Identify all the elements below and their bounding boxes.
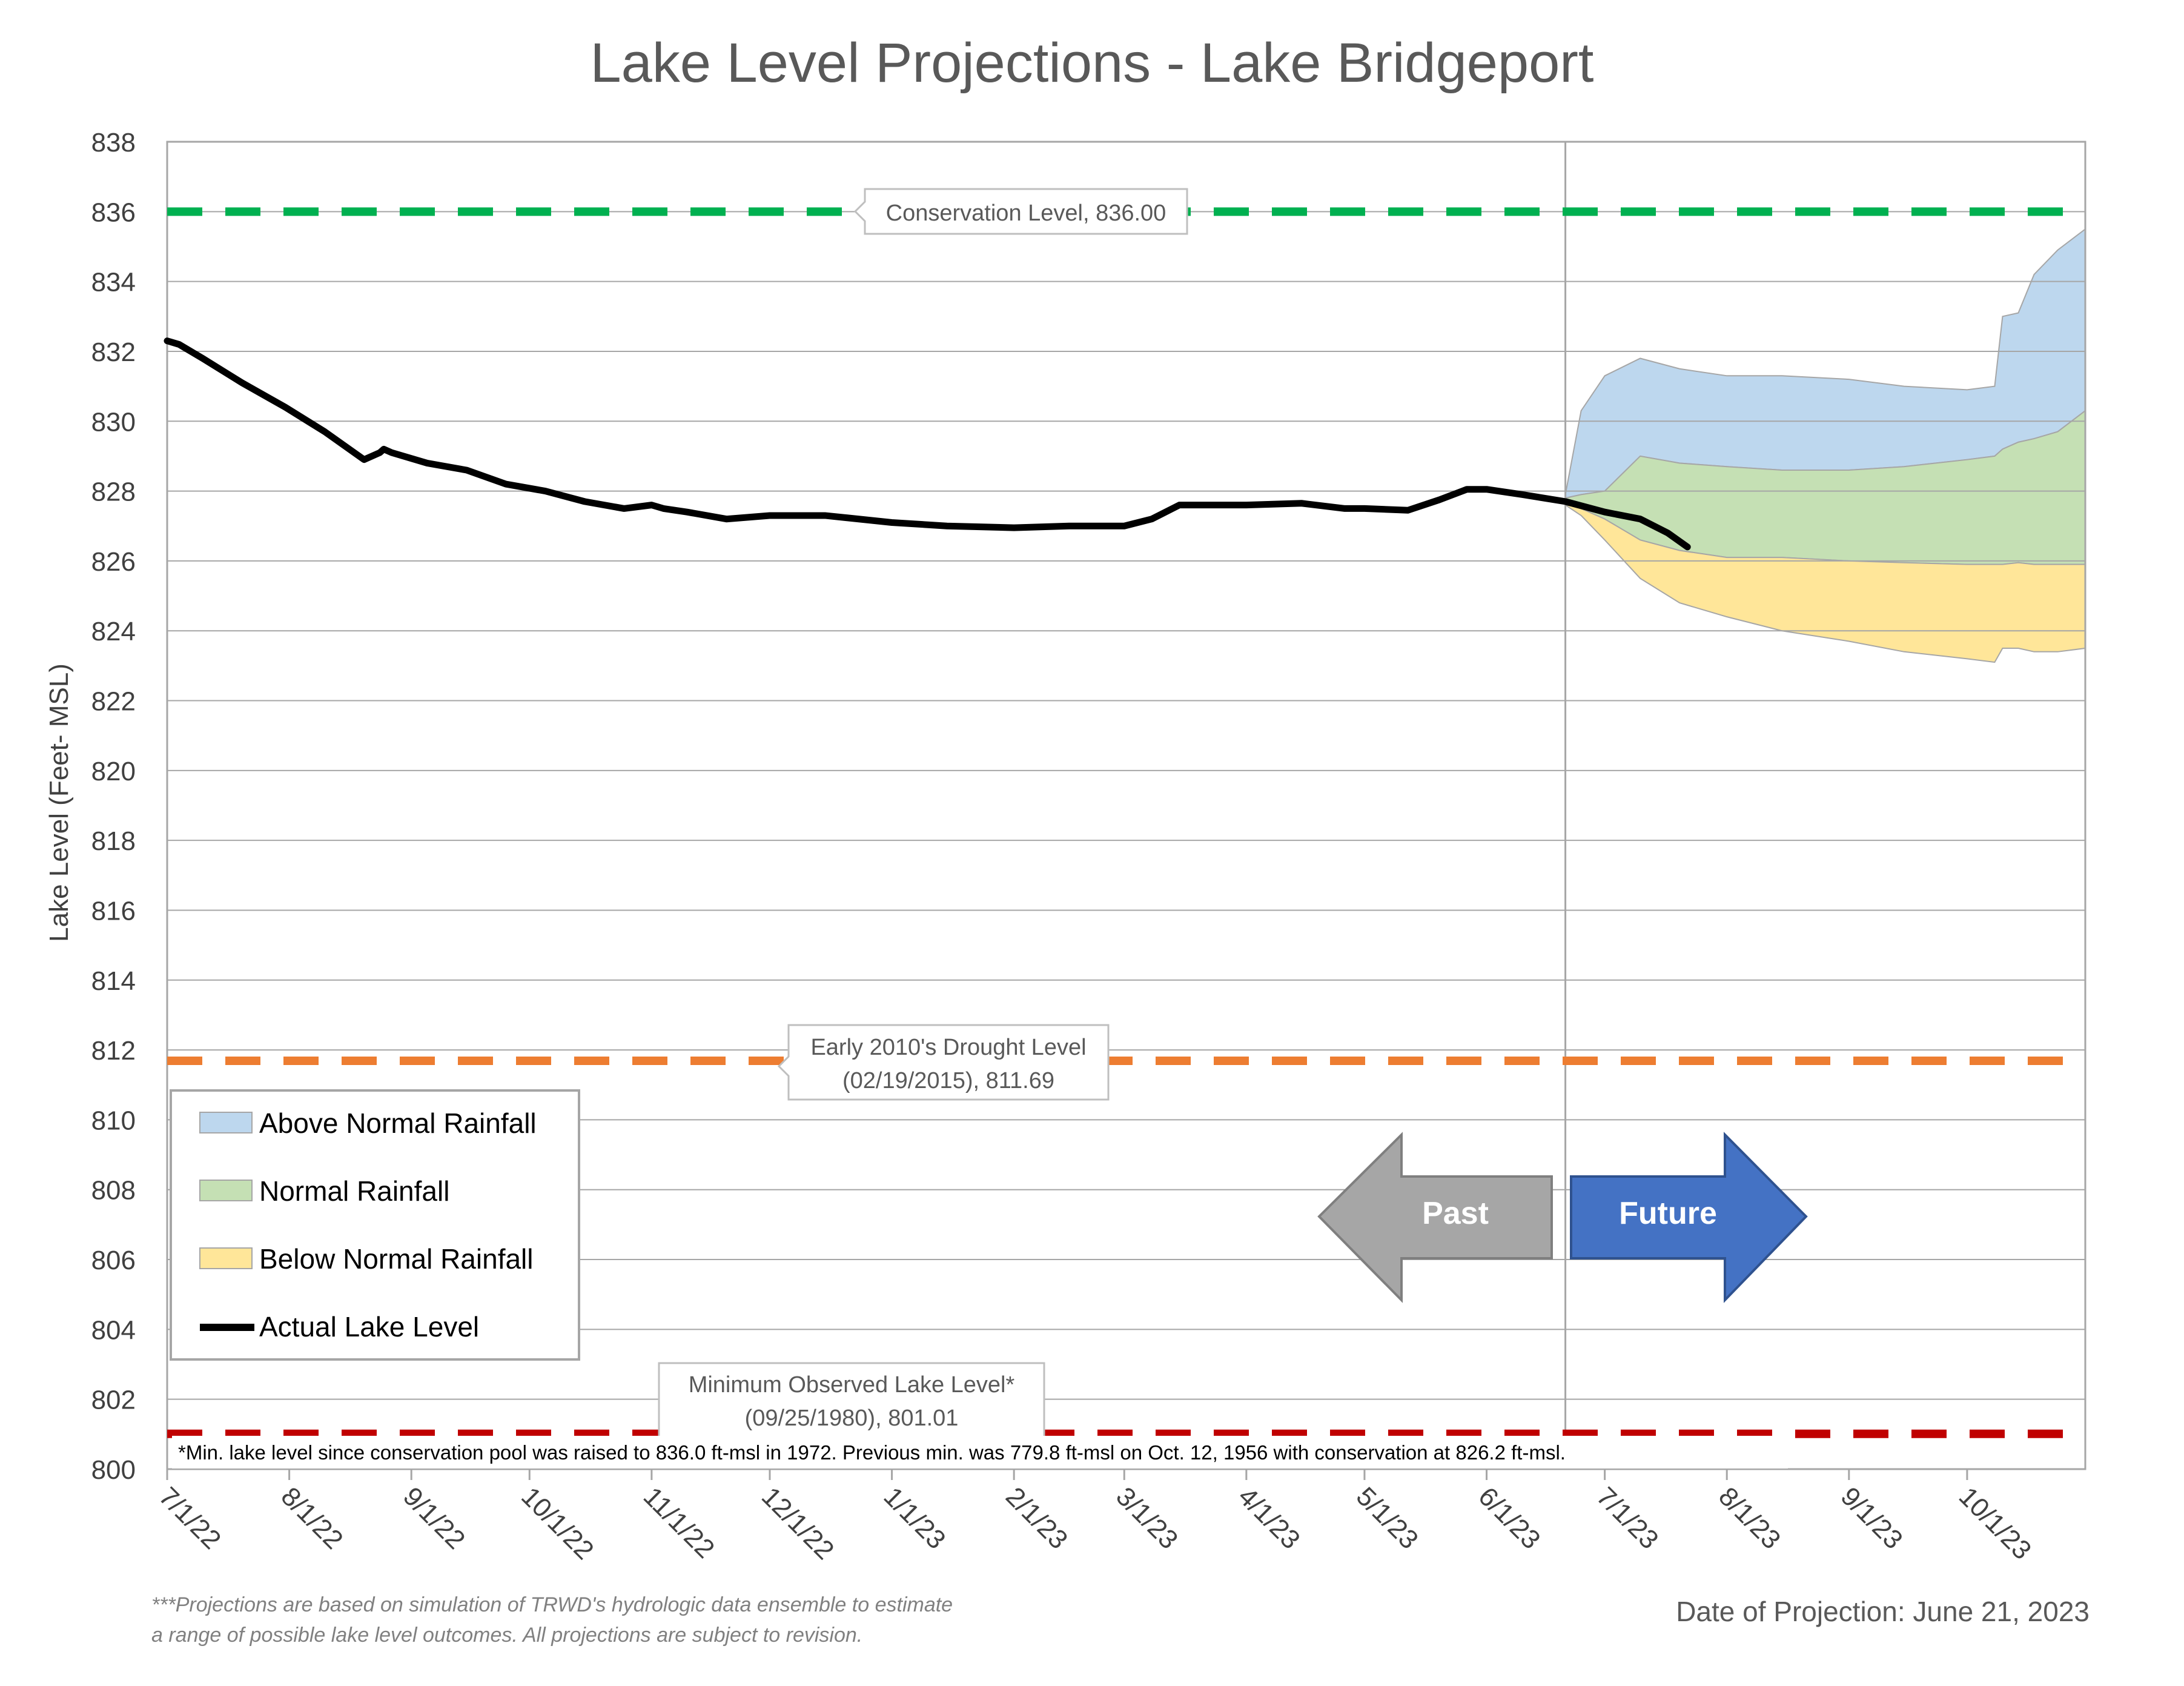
y-tick-label: 818 [91, 826, 136, 856]
x-tick-label: 10/1/22 [515, 1481, 599, 1565]
x-tick-label: 9/1/22 [397, 1481, 471, 1555]
x-tick-label: 1/1/23 [878, 1481, 951, 1555]
x-tick-label: 6/1/23 [1472, 1481, 1546, 1555]
legend-item-normal: Normal Rainfall [199, 1175, 449, 1207]
future-arrow-label: Future [1619, 1196, 1717, 1231]
y-tick-label: 826 [91, 547, 136, 577]
y-tick-label: 820 [91, 757, 136, 786]
minimum-callout-line1: Minimum Observed Lake Level* [689, 1372, 1015, 1398]
y-tick-label: 808 [91, 1176, 136, 1206]
x-tick-label: 7/1/22 [153, 1481, 227, 1555]
y-tick-label: 834 [91, 268, 136, 297]
legend-label-below: Below Normal Rainfall [259, 1243, 534, 1275]
x-tick-label: 2/1/23 [1000, 1481, 1073, 1555]
legend-swatch-normal [199, 1180, 253, 1201]
x-tick-label: 7/1/23 [1591, 1481, 1664, 1555]
y-tick-label: 836 [91, 197, 136, 227]
x-tick-label: 11/1/22 [638, 1481, 720, 1564]
y-tick-label: 810 [91, 1106, 136, 1135]
plot-frame [166, 141, 2086, 1470]
projection-bands [1564, 228, 2086, 663]
actual-lake-level-line [164, 337, 1691, 551]
minimum-callout-line2: (09/25/1980), 801.01 [745, 1406, 959, 1431]
legend-swatch-above [199, 1112, 253, 1133]
x-tick-label: 12/1/22 [756, 1481, 839, 1565]
x-axis-ticks: 7/1/22 8/1/22 9/1/22 10/1/22 11/1/22 12/1/22 1… [153, 1469, 2037, 1565]
gridlines [167, 211, 2085, 1400]
drought-callout: Early 2010's Drought Level (02/19/2015),… [777, 1024, 1110, 1101]
projection-date: Date of Projection: June 21, 2023 [1676, 1596, 2090, 1627]
drought-callout-line2: (02/19/2015), 811.69 [842, 1068, 1054, 1094]
y-tick-label: 828 [91, 477, 136, 507]
min-level-note-text: *Min. lake level since conservation pool… [178, 1441, 1566, 1464]
legend-item-above: Above Normal Rainfall [199, 1107, 537, 1139]
x-tick-label: 5/1/23 [1351, 1481, 1424, 1555]
legend-item-below: Below Normal Rainfall [199, 1243, 534, 1275]
y-tick-label: 802 [91, 1386, 136, 1415]
x-tick-label: 3/1/23 [1110, 1481, 1183, 1555]
x-tick-label: 8/1/23 [1713, 1481, 1786, 1555]
y-tick-label: 812 [91, 1036, 136, 1066]
x-tick-label: 8/1/22 [276, 1481, 349, 1555]
y-tick-label: 804 [91, 1315, 136, 1345]
legend-label-above: Above Normal Rainfall [259, 1107, 537, 1139]
x-tick-label: 9/1/23 [1835, 1481, 1908, 1555]
y-tick-label: 814 [91, 966, 136, 996]
conservation-callout-text: Conservation Level, 836.00 [886, 201, 1166, 226]
y-tick-label: 800 [91, 1455, 136, 1485]
footnote-line2: a range of possible lake level outcomes.… [151, 1624, 862, 1647]
chart-title: Lake Level Projections - Lake Bridgeport [591, 32, 1594, 94]
y-tick-label: 830 [91, 407, 136, 437]
y-tick-label: 822 [91, 687, 136, 717]
y-tick-label: 838 [91, 128, 136, 158]
y-tick-label: 806 [91, 1246, 136, 1275]
conservation-callout: Conservation Level, 836.00 [853, 188, 1188, 235]
drought-callout-line1: Early 2010's Drought Level [810, 1035, 1086, 1060]
plot-border [166, 141, 2086, 1470]
actual-lake-level-series [164, 337, 1691, 551]
x-tick-label: 10/1/23 [1953, 1481, 2037, 1565]
legend-swatch-below [199, 1247, 253, 1269]
legend: Above Normal Rainfall Normal Rainfall Be… [170, 1089, 580, 1361]
y-axis-label: Lake Level (Feet- MSL) [44, 663, 74, 942]
legend-label-actual: Actual Lake Level [259, 1311, 479, 1342]
legend-label-normal: Normal Rainfall [259, 1175, 449, 1207]
past-arrow-label: Past [1422, 1196, 1489, 1231]
legend-item-actual: Actual Lake Level [200, 1311, 479, 1342]
past-arrow: Past [1317, 1132, 1553, 1303]
y-tick-label: 824 [91, 617, 136, 646]
y-tick-label: 832 [91, 337, 136, 367]
y-tick-label: 816 [91, 896, 136, 926]
footnote-line1: ***Projections are based on simulation o… [151, 1593, 953, 1616]
y-axis-ticks: 838 836 834 832 830 828 826 824 822 820 818 816 814 8… [91, 128, 136, 1485]
minimum-callout: Minimum Observed Lake Level* (09/25/1980… [658, 1362, 1045, 1439]
x-tick-label: 4/1/23 [1233, 1481, 1306, 1555]
min-level-note: *Min. lake level since conservation pool… [172, 1436, 1788, 1469]
future-arrow: Future [1570, 1132, 1808, 1303]
